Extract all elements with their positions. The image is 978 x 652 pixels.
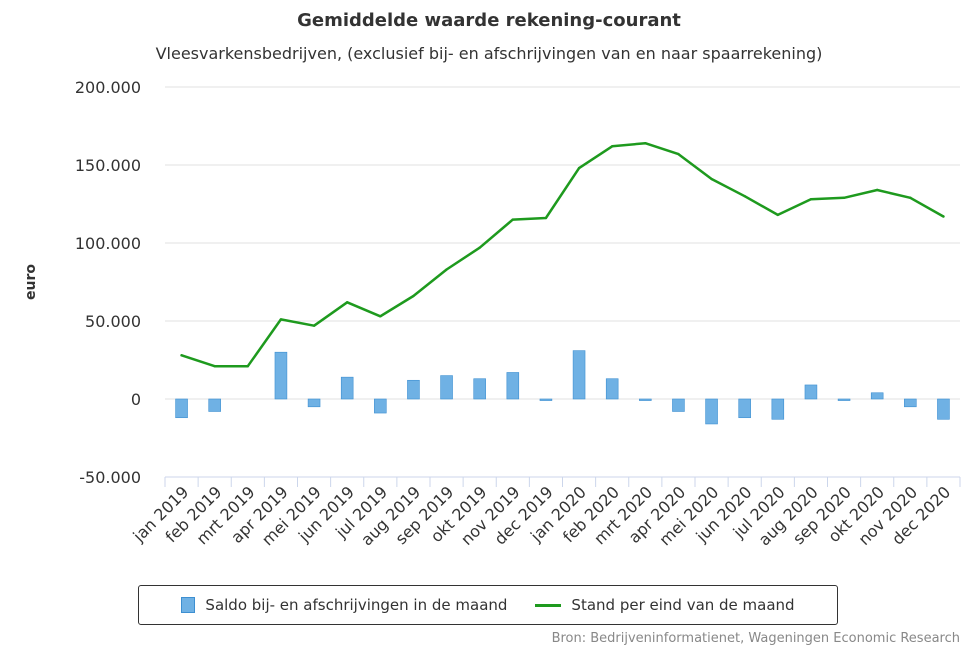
line-point-stand-18: [743, 195, 746, 198]
legend-item-saldo[interactable]: Saldo bij- en afschrijvingen in de maand: [181, 596, 507, 614]
bar-saldo-11: [506, 372, 520, 400]
bar-saldo-10: [473, 378, 486, 400]
line-point-stand-17: [710, 177, 713, 181]
line-point-stand-16: [677, 152, 680, 156]
legend-item-stand[interactable]: Stand per eind van de maand: [535, 596, 795, 614]
bar-saldo-2: [208, 398, 221, 412]
bar-saldo-16: [672, 398, 685, 412]
bar-saldo-6: [340, 376, 354, 400]
line-point-stand-20: [809, 198, 813, 201]
line-point-stand-11: [511, 218, 515, 221]
line-point-stand-7: [379, 315, 382, 318]
line-point-stand-19: [776, 213, 780, 217]
y-tick-label: 0: [131, 390, 141, 409]
line-point-stand-22: [875, 188, 879, 192]
bar-saldo-15: [639, 398, 652, 401]
bar-saldo-19: [771, 398, 785, 420]
bar-saldo-4: [274, 351, 288, 400]
line-point-stand-14: [610, 145, 614, 148]
bar-saldo-5: [307, 398, 321, 408]
line-point-stand-4: [279, 318, 283, 321]
y-axis-label: euro: [23, 264, 39, 300]
bar-saldo-22: [870, 392, 884, 400]
legend-label-saldo: Saldo bij- en afschrijvingen in de maand: [205, 596, 508, 614]
legend-line-swatch: [535, 603, 562, 607]
bar-saldo-20: [804, 384, 818, 400]
chart-credit: Bron: Bedrijveninformatienet, Wageningen…: [551, 631, 960, 646]
bar-saldo-18: [738, 398, 751, 419]
line-point-stand-23: [909, 196, 912, 199]
line-point-stand-2: [213, 365, 216, 368]
line-point-stand-13: [577, 166, 581, 170]
bar-saldo-24: [937, 398, 950, 420]
line-point-stand-10: [478, 246, 481, 249]
bar-saldo-17: [705, 398, 718, 425]
y-tick-label: 200.000: [75, 78, 141, 97]
line-point-stand-21: [842, 196, 846, 199]
bar-saldo-1: [175, 398, 188, 419]
bar-saldo-9: [440, 375, 453, 400]
line-point-stand-6: [345, 301, 349, 304]
chart-plot-area: -50.000050.000100.000150.000200.000euroj…: [23, 78, 961, 550]
line-point-stand-5: [312, 324, 316, 327]
line-point-stand-12: [544, 216, 548, 220]
y-tick-label: 100.000: [75, 234, 141, 253]
bar-saldo-14: [605, 378, 619, 400]
chart-legend: Saldo bij- en afschrijvingen in de maand…: [138, 585, 838, 625]
y-tick-label: 150.000: [75, 156, 141, 175]
bar-saldo-23: [904, 398, 917, 408]
chart-title: Gemiddelde waarde rekening-courant: [297, 10, 681, 31]
line-series-stand: [180, 141, 945, 368]
bar-saldo-8: [407, 379, 420, 400]
y-tick-label: -50.000: [79, 468, 141, 487]
bar-saldo-13: [572, 350, 586, 400]
line-point-stand-1: [180, 354, 183, 357]
legend-label-stand: Stand per eind van de maand: [571, 596, 795, 614]
y-tick-label: 50.000: [85, 312, 141, 331]
bar-saldo-21: [837, 398, 851, 401]
line-point-stand-8: [412, 294, 415, 298]
bar-saldo-12: [539, 398, 553, 401]
line-point-stand-3: [246, 365, 250, 368]
line-point-stand-24: [942, 215, 945, 218]
bar-saldo-7: [374, 398, 387, 414]
legend-bar-swatch: [181, 597, 196, 613]
chart-subtitle: Vleesvarkensbedrijven, (exclusief bij- e…: [155, 44, 823, 63]
line-point-stand-15: [644, 141, 647, 145]
line-point-stand-9: [445, 268, 448, 271]
